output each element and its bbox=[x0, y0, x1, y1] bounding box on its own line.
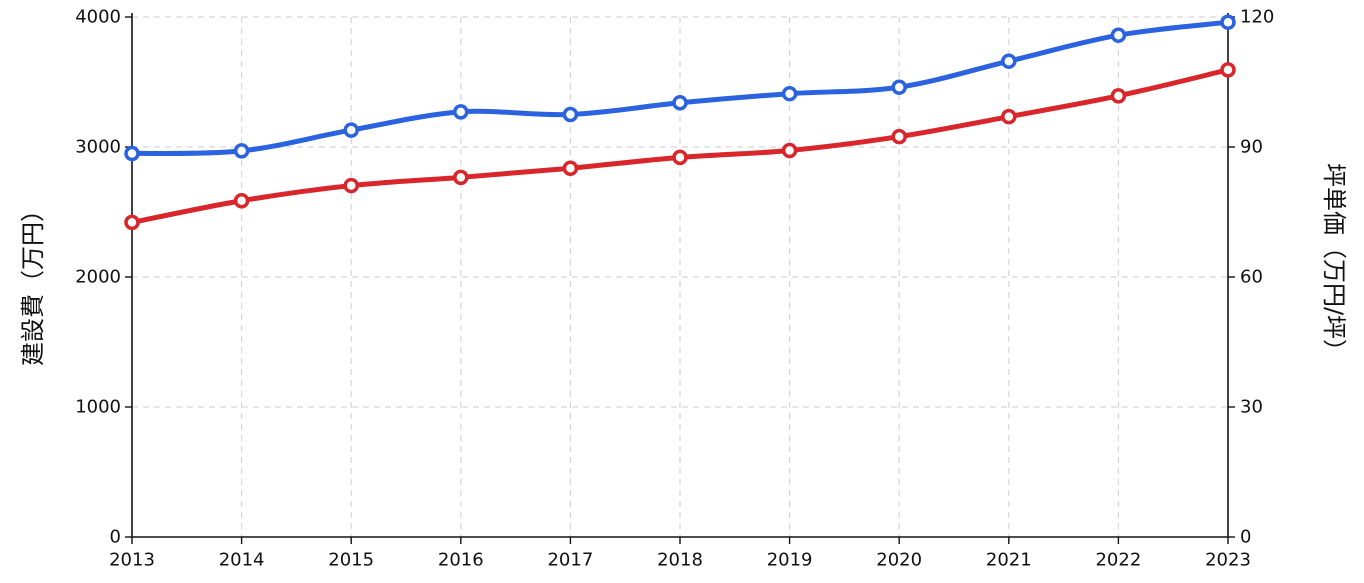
data-point-left bbox=[781, 85, 798, 102]
right-axis-title: 坪単価（万円/坪） bbox=[1320, 163, 1348, 363]
data-point-left bbox=[891, 79, 907, 95]
data-point-right bbox=[562, 160, 579, 176]
x-tick-label: 2019 bbox=[767, 550, 813, 571]
data-point-left bbox=[233, 143, 250, 159]
data-point-right bbox=[672, 149, 688, 166]
data-point-left bbox=[1110, 27, 1127, 43]
data-point-left bbox=[124, 145, 140, 162]
x-tick-label: 2023 bbox=[1205, 550, 1251, 571]
series-line-right bbox=[129, 67, 1231, 225]
x-tick-label: 2016 bbox=[438, 550, 484, 571]
grid bbox=[132, 16, 1228, 537]
data-point-left bbox=[1220, 14, 1236, 30]
x-tick-label: 2017 bbox=[547, 550, 593, 571]
data-point-right bbox=[891, 128, 907, 145]
x-tick-label: 2013 bbox=[109, 550, 155, 571]
data-point-right bbox=[1220, 62, 1236, 78]
x-tick-label: 2018 bbox=[657, 550, 703, 571]
data-point-left bbox=[672, 95, 688, 111]
x-tick-label: 2021 bbox=[986, 550, 1032, 571]
left-tick-label: 0 bbox=[110, 527, 121, 548]
left-tick-label: 4000 bbox=[75, 7, 121, 28]
left-tick-label: 2000 bbox=[75, 267, 121, 288]
x-tick-label: 2022 bbox=[1095, 550, 1141, 571]
left-tick-label: 3000 bbox=[75, 137, 121, 158]
left-tick-label: 1000 bbox=[75, 397, 121, 418]
data-point-right bbox=[124, 214, 140, 231]
right-tick-label: 90 bbox=[1240, 137, 1263, 158]
data-point-left bbox=[1001, 53, 1017, 69]
x-tick-label: 2015 bbox=[328, 550, 374, 571]
data-point-right bbox=[1110, 88, 1127, 104]
series-layer bbox=[124, 14, 1236, 231]
right-tick-label: 0 bbox=[1240, 527, 1251, 548]
tick-labels: 0 1000 2000 3000 4000 0 30 60 90 120 2013 2014 2015 2… bbox=[75, 7, 1274, 571]
data-point-right bbox=[233, 192, 250, 209]
data-point-right bbox=[781, 142, 798, 159]
data-point-left bbox=[453, 104, 469, 120]
axes bbox=[125, 13, 1235, 544]
left-axis-title: 建設費（万円） bbox=[19, 198, 47, 366]
right-tick-label: 60 bbox=[1240, 267, 1263, 288]
x-tick-label: 2014 bbox=[219, 550, 265, 571]
data-point-left bbox=[343, 122, 359, 138]
x-tick-label: 2020 bbox=[876, 550, 922, 571]
right-tick-label: 30 bbox=[1240, 397, 1263, 418]
right-tick-label: 120 bbox=[1240, 7, 1274, 28]
data-point-left bbox=[562, 106, 579, 123]
data-point-right bbox=[1001, 108, 1017, 125]
data-point-right bbox=[343, 177, 359, 194]
data-point-right bbox=[453, 169, 469, 186]
